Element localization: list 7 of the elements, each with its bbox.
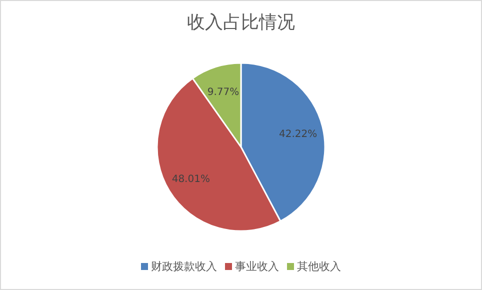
data-label: 42.22% [278,128,318,140]
legend-label: 事业收入 [235,260,279,273]
legend-label: 其他收入 [297,260,341,273]
data-label: 9.77% [207,86,240,98]
legend-label: 财政拨款收入 [151,260,217,273]
chart-title: 收入占比情况 [187,12,295,33]
data-label: 48.01% [172,174,210,185]
